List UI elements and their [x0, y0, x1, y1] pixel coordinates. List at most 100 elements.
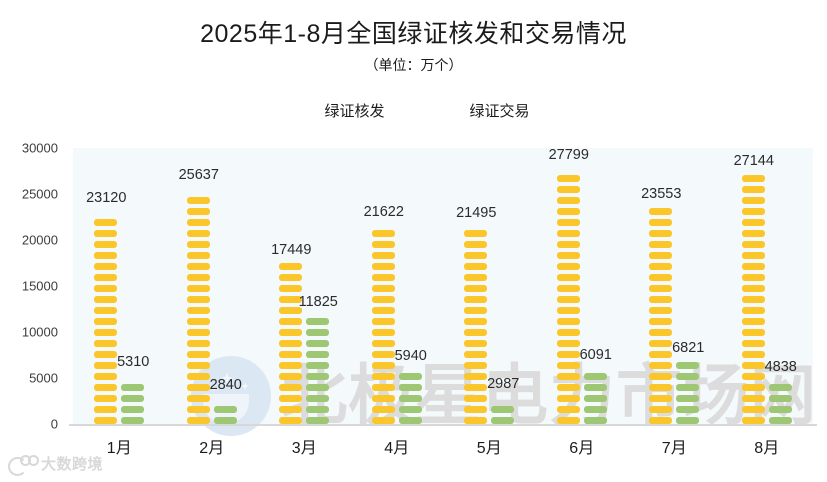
plot-area: 北极星电力市场网 23120 5310 25637 2840 17449 11825 216…: [69, 147, 817, 436]
bar-traded[interactable]: [491, 397, 515, 424]
bar-issued[interactable]: [741, 174, 765, 424]
bar-traded[interactable]: [213, 398, 237, 424]
bar-segment: [94, 307, 118, 314]
bar-segment: [649, 208, 673, 215]
bar-segment: [371, 285, 395, 292]
bar-segment: [94, 417, 118, 424]
bar-traded[interactable]: [768, 380, 792, 424]
bar-segment: [186, 351, 210, 358]
bar-segment: [186, 274, 210, 281]
bar-segment: [371, 252, 395, 259]
bar-segment: [398, 417, 422, 424]
bar-segment: [306, 362, 330, 369]
bar-segment: [186, 296, 210, 303]
bar-issued[interactable]: [371, 225, 395, 424]
bar-segment: [464, 296, 488, 303]
x-axis-tick: 3月: [291, 440, 317, 457]
bar-segment: [649, 351, 673, 358]
bar-segment: [94, 241, 118, 248]
bar-segment: [371, 340, 395, 347]
bar-segment: [94, 230, 118, 237]
bar-issued[interactable]: [556, 168, 580, 424]
bar-segment: [649, 252, 673, 259]
bar-segment: [556, 252, 580, 259]
bar-segment: [741, 252, 765, 259]
bar-segment: [556, 230, 580, 237]
bar-segment: [676, 384, 700, 391]
bar-traded[interactable]: [306, 315, 330, 424]
bar-segment: [741, 263, 765, 270]
legend-label-issued: 绿证核发: [324, 103, 385, 120]
bar-segment: [768, 417, 792, 424]
source-logo: 大数跨境: [8, 453, 104, 476]
bar-segment: [371, 241, 395, 248]
bar-segment: [464, 252, 488, 259]
legend-item-issued[interactable]: 绿证核发: [297, 100, 384, 121]
bar-segment: [741, 406, 765, 413]
bar-segment: [556, 285, 580, 292]
bar-segment: [186, 219, 210, 226]
y-axis-tick: 10000: [21, 324, 58, 340]
bar-value-label: 27144: [733, 153, 774, 170]
bar-segment: [741, 208, 765, 215]
bar-segment: [676, 362, 700, 369]
bar-segment: [121, 406, 145, 413]
x-axis-tick: 5月: [476, 440, 502, 457]
bar-group: 21622 5940: [351, 148, 444, 424]
bar-value-label: 23120: [86, 190, 127, 207]
bar-segment: [741, 285, 765, 292]
bar-segment: [279, 274, 303, 281]
bar-segment: [371, 373, 395, 380]
legend-item-traded[interactable]: 绿证交易: [443, 100, 530, 121]
bar-segment: [279, 351, 303, 358]
bar-issued[interactable]: [649, 207, 673, 424]
bar-segment: [556, 307, 580, 314]
dashuji-mark-icon: [8, 454, 39, 476]
bar-segment: [768, 395, 792, 402]
bar-traded[interactable]: [676, 361, 700, 424]
bar-segment: [676, 373, 700, 380]
bar-segment: [186, 252, 210, 259]
bar-segment: [583, 384, 607, 391]
bar-issued[interactable]: [94, 211, 118, 424]
bar-issued[interactable]: [279, 263, 303, 424]
bar-traded[interactable]: [121, 375, 145, 424]
bar-segment: [213, 406, 237, 413]
bar-traded[interactable]: [583, 368, 607, 424]
bar-segment: [741, 395, 765, 402]
bar-segment: [306, 351, 330, 358]
bar-segment: [649, 318, 673, 325]
bar-segment: [464, 241, 488, 248]
bar-segment: [186, 329, 210, 336]
bar-segment: [279, 373, 303, 380]
bar-segment: [398, 406, 422, 413]
y-axis-tick: 30000: [21, 140, 58, 156]
bar-segment: [556, 351, 580, 358]
bar-segment: [583, 373, 607, 380]
bar-segment: [464, 230, 488, 237]
bar-value-label: 23553: [641, 186, 682, 203]
bar-segment: [306, 318, 330, 325]
bar-segment: [464, 351, 488, 358]
bar-issued[interactable]: [186, 188, 210, 424]
bar-segment: [583, 395, 607, 402]
bar-issued[interactable]: [464, 226, 488, 424]
bar-traded[interactable]: [398, 369, 422, 424]
bar-segment: [464, 285, 488, 292]
bar-segment: [186, 362, 210, 369]
bar-segment: [649, 395, 673, 402]
bar-value-label: 21622: [363, 204, 404, 221]
bar-segment: [371, 362, 395, 369]
bar-segment: [741, 318, 765, 325]
bar-segment: [94, 384, 118, 391]
bar-segment: [741, 362, 765, 369]
bar-segment: [398, 384, 422, 391]
bar-segment: [768, 384, 792, 391]
bar-segment: [306, 417, 330, 424]
bar-segment: [279, 263, 303, 270]
title-block: 2025年1-8月全国绿证核发和交易情况 （单位：万个）: [0, 18, 827, 76]
source-logo-text: 大数跨境: [41, 456, 104, 473]
bar-segment: [371, 296, 395, 303]
bar-segment: [186, 340, 210, 347]
y-axis-tick: 25000: [21, 186, 58, 202]
